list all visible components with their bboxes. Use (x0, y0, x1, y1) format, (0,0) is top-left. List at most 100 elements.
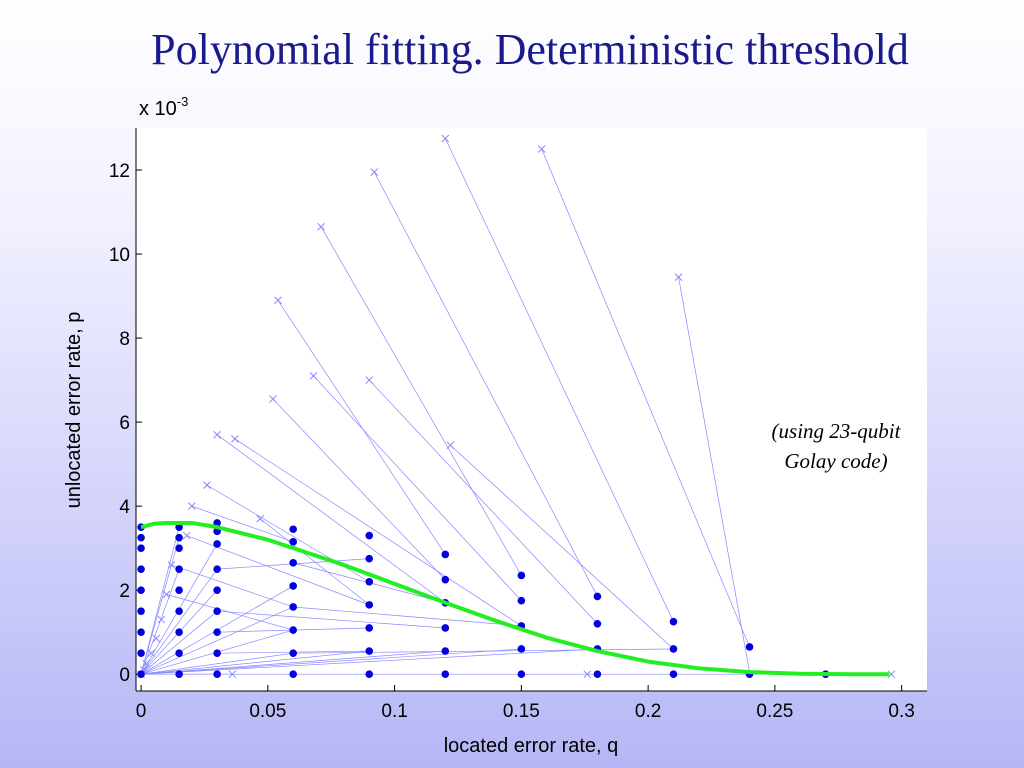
trajectory-line (140, 527, 180, 675)
data-point (365, 554, 374, 563)
trajectory-line (217, 610, 446, 629)
trajectory-line (678, 277, 750, 673)
data-point (669, 617, 678, 626)
data-point (593, 670, 602, 678)
y-tick-label: 4 (119, 497, 130, 518)
x-tick-label: 0.05 (249, 701, 286, 722)
data-point (289, 603, 297, 611)
plot-area (136, 128, 927, 691)
trajectory-line (141, 652, 294, 675)
cross-marker (365, 376, 374, 384)
trajectory-line (293, 648, 674, 654)
fit-curve (140, 520, 889, 677)
trajectory-line (444, 138, 674, 622)
trajectory-line (140, 569, 180, 675)
cross-marker (152, 634, 161, 643)
trajectory-line (166, 594, 294, 631)
trajectory-line (450, 444, 674, 650)
cross-marker (182, 531, 191, 540)
cross-marker (370, 168, 379, 176)
y-tick-label: 10 (109, 245, 130, 266)
trajectory-lines (140, 138, 892, 675)
data-point (289, 649, 297, 657)
data-point (175, 565, 183, 573)
x-tick-label: 0.15 (503, 701, 540, 722)
data-point (365, 577, 374, 586)
cross-marker (167, 561, 176, 569)
trajectory-line (374, 171, 598, 597)
data-point (289, 538, 297, 546)
cross-marker (162, 590, 171, 599)
data-point (593, 619, 602, 628)
cross-marker (187, 502, 196, 510)
data-point (669, 645, 678, 653)
y-tick-label: 6 (119, 413, 130, 434)
x-tick-label: 0.2 (635, 701, 661, 722)
y-tick-label: 2 (119, 581, 130, 602)
x-tick-label: 0.1 (381, 701, 407, 722)
data-point (175, 586, 183, 594)
x-tick-label: 0 (136, 701, 147, 722)
data-point (441, 550, 450, 559)
cross-marker (583, 670, 592, 679)
data-point (213, 540, 221, 548)
data-point (137, 533, 145, 542)
cross-marker (231, 435, 239, 443)
y-exponent-label: x 10-3 (139, 94, 188, 120)
trajectory-line (191, 505, 294, 543)
data-point (137, 565, 145, 573)
cross-marker (157, 615, 166, 624)
data-point (289, 559, 297, 567)
trajectory-line (277, 300, 446, 555)
data-point (365, 531, 374, 540)
y-axis-label: unlocated error rate, p (63, 312, 85, 509)
trajectory-line (293, 606, 522, 627)
trajectory-line (141, 648, 598, 675)
trajectory-line (171, 564, 294, 608)
data-point (517, 571, 526, 580)
data-point (137, 628, 145, 636)
data-point (175, 533, 183, 542)
data-point (175, 628, 183, 636)
data-point (517, 596, 526, 605)
trajectory-line (313, 375, 522, 601)
data-point (137, 670, 145, 678)
data-point (213, 628, 221, 636)
cross-marker (142, 659, 150, 668)
trajectory-line (260, 518, 370, 606)
cross-marker (269, 395, 277, 403)
data-point (441, 647, 450, 655)
cross-marker (441, 134, 450, 143)
trajectory-line (140, 610, 218, 675)
cross-marker (887, 670, 896, 679)
y-tick-label: 8 (119, 329, 130, 350)
cross-marker (256, 514, 265, 523)
data-point (365, 624, 374, 632)
data-point (175, 670, 183, 678)
data-point (175, 523, 183, 531)
y-tick-label: 0 (119, 665, 130, 686)
trajectory-line (141, 650, 370, 675)
x-axis-label: located error rate, q (444, 735, 619, 757)
data-point (365, 670, 374, 678)
trajectory-line (141, 650, 446, 675)
annotation-line-1: (using 23-qubit (772, 419, 902, 443)
data-point (137, 586, 145, 594)
cross-marker (309, 372, 318, 380)
y-tick-label: 12 (109, 161, 130, 182)
data-point (669, 670, 678, 678)
trajectory-line (234, 438, 522, 627)
data-point (175, 649, 183, 657)
data-point (289, 525, 297, 534)
fit-curve-group (140, 520, 889, 677)
cross-marker (147, 649, 156, 658)
x-ticks: 0 0.05 0.1 0.15 0.2 0.25 0.3 (136, 685, 915, 722)
cross-marker (537, 145, 546, 153)
cross-marker (228, 670, 237, 679)
data-point (441, 575, 450, 584)
data-point (365, 601, 374, 609)
cross-markers (137, 134, 896, 679)
data-point (441, 670, 450, 678)
cross-marker (674, 273, 683, 282)
trajectory-line (272, 398, 446, 580)
